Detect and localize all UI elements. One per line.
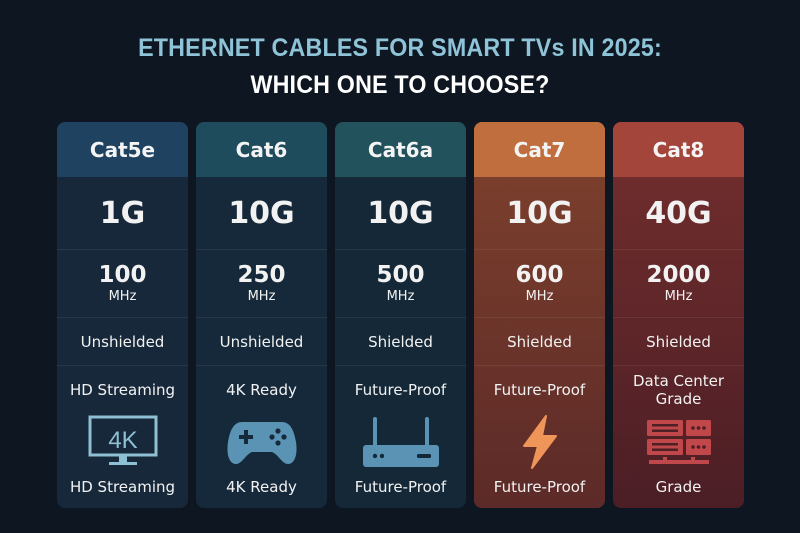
cable-name: Cat6a bbox=[335, 122, 466, 177]
cable-frequency: 100 MHz bbox=[57, 250, 188, 318]
page-title: ETHERNET CABLES FOR SMART TVs IN 2025: W… bbox=[0, 36, 800, 98]
cable-bottom-label: Grade bbox=[655, 478, 702, 496]
frequency-unit: MHz bbox=[386, 289, 415, 305]
cable-use: HD Streaming bbox=[69, 381, 176, 399]
cable-name: Cat6 bbox=[196, 122, 327, 177]
frequency-unit: MHz bbox=[525, 289, 554, 305]
cable-shielding: Shielded bbox=[613, 318, 744, 366]
frequency-value: 600 bbox=[515, 261, 564, 288]
cable-use: 4K Ready bbox=[226, 381, 297, 399]
cable-shielding: Unshielded bbox=[57, 318, 188, 366]
cable-shielding: Unshielded bbox=[196, 318, 327, 366]
cable-frequency: 600 MHz bbox=[474, 250, 605, 318]
cable-bottom-label: Future-Proof bbox=[493, 478, 586, 496]
cable-name: Cat7 bbox=[474, 122, 605, 177]
cable-column-cat8: Cat8 40G 2000 MHz Shielded Data Center G… bbox=[613, 122, 744, 508]
cable-speed: 1G bbox=[57, 177, 188, 250]
frequency-value: 500 bbox=[376, 261, 425, 288]
tv-4k-icon: 4K bbox=[57, 414, 188, 470]
cable-frequency: 500 MHz bbox=[335, 250, 466, 318]
cable-name: Cat5e bbox=[57, 122, 188, 177]
cable-bottom-label: HD Streaming bbox=[69, 478, 176, 496]
cable-shielding: Shielded bbox=[474, 318, 605, 366]
gamepad-icon bbox=[196, 414, 327, 470]
title-line-2: WHICH ONE TO CHOOSE? bbox=[250, 71, 550, 99]
server-rack-icon bbox=[613, 414, 744, 470]
cable-shielding: Shielded bbox=[335, 318, 466, 366]
svg-text:4K: 4K bbox=[108, 427, 137, 454]
frequency-unit: MHz bbox=[247, 289, 276, 305]
cable-name: Cat8 bbox=[613, 122, 744, 177]
cable-use: Future-Proof bbox=[354, 381, 447, 399]
cable-speed: 40G bbox=[613, 177, 744, 250]
cable-comparison-columns: Cat5e 1G 100 MHz Unshielded HD Streaming… bbox=[57, 122, 744, 508]
frequency-unit: MHz bbox=[664, 289, 693, 305]
frequency-value: 250 bbox=[237, 261, 286, 288]
cable-column-cat7: Cat7 10G 600 MHz Shielded Future-Proof F… bbox=[474, 122, 605, 508]
cable-speed: 10G bbox=[335, 177, 466, 250]
cable-speed: 10G bbox=[196, 177, 327, 250]
cable-column-cat5e: Cat5e 1G 100 MHz Unshielded HD Streaming… bbox=[57, 122, 188, 508]
cable-frequency: 250 MHz bbox=[196, 250, 327, 318]
frequency-unit: MHz bbox=[108, 289, 137, 305]
cable-column-cat6: Cat6 10G 250 MHz Unshielded 4K Ready bbox=[196, 122, 327, 508]
title-line-1: ETHERNET CABLES FOR SMART TVs IN 2025: bbox=[138, 34, 662, 62]
frequency-value: 100 bbox=[98, 261, 147, 288]
cable-speed: 10G bbox=[474, 177, 605, 250]
lightning-icon bbox=[474, 414, 605, 470]
cable-frequency: 2000 MHz bbox=[613, 250, 744, 318]
cable-column-cat6a: Cat6a 10G 500 MHz Shielded Future-Proof … bbox=[335, 122, 466, 508]
cable-bottom-label: 4K Ready bbox=[226, 478, 297, 496]
cable-use: Data Center Grade bbox=[632, 372, 725, 408]
cable-bottom-label: Future-Proof bbox=[354, 478, 447, 496]
cable-use: Future-Proof bbox=[493, 381, 586, 399]
frequency-value: 2000 bbox=[646, 261, 711, 288]
router-icon bbox=[335, 414, 466, 470]
